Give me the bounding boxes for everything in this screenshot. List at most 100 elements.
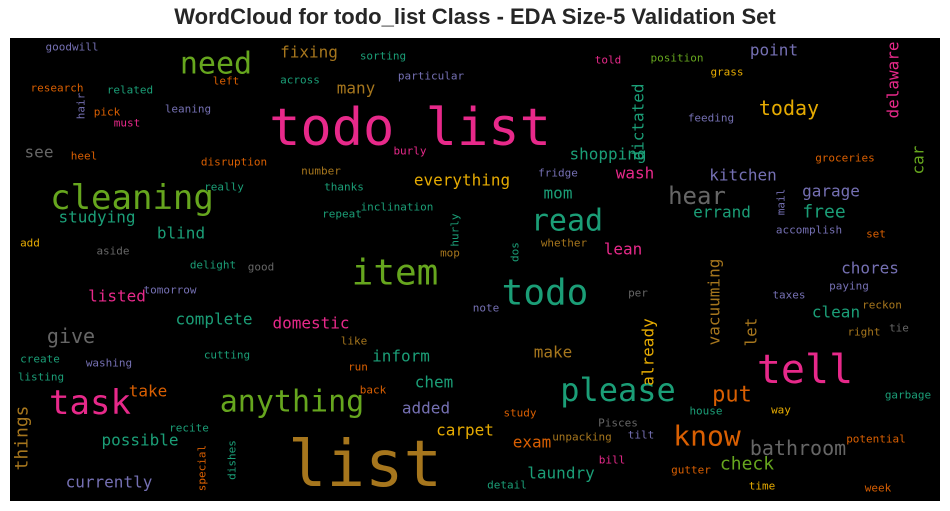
word-laundry: laundry: [527, 464, 595, 483]
word-potential: potential: [846, 433, 906, 446]
word-everything: everything: [414, 171, 510, 190]
word-feeding: feeding: [688, 112, 734, 125]
word-number: number: [301, 165, 341, 178]
word-study: study: [503, 407, 536, 420]
word-let: let: [742, 318, 761, 347]
word-add: add: [20, 237, 40, 250]
wordcloud: list todo list item todo tell cleaning task ple…: [10, 38, 940, 501]
word-task: task: [49, 383, 131, 423]
word-listed: listed: [88, 287, 146, 306]
word-special: special: [196, 445, 209, 491]
word-heel: heel: [71, 150, 98, 163]
word-groceries: groceries: [815, 152, 875, 165]
word-need: need: [180, 47, 252, 82]
word-grass: grass: [710, 66, 743, 79]
word-hurly: hurly: [449, 213, 462, 246]
word-related: related: [107, 84, 153, 97]
word-sorting: sorting: [360, 50, 406, 63]
word-hear: hear: [668, 182, 726, 210]
word-fixing: fixing: [280, 43, 338, 62]
word-shopping: shopping: [569, 145, 646, 164]
word-house: house: [689, 405, 722, 418]
word-listing: listing: [18, 371, 64, 384]
word-right: right: [847, 326, 880, 339]
word-detail: detail: [487, 479, 527, 492]
word-things: things: [12, 405, 33, 470]
word-carpet: carpet: [436, 421, 494, 440]
word-todo-list: todo list: [269, 98, 551, 158]
word-possible: possible: [101, 431, 178, 450]
word-inform: inform: [372, 347, 430, 366]
word-recite: recite: [169, 422, 209, 435]
word-time: time: [749, 480, 776, 493]
word-chores: chores: [841, 259, 899, 278]
word-check: check: [720, 454, 774, 475]
word-lean: lean: [604, 240, 643, 259]
word-must: must: [114, 117, 141, 130]
word-please: please: [560, 371, 676, 409]
word-todo: todo: [502, 273, 589, 314]
word-make: make: [534, 343, 573, 362]
word-kitchen: kitchen: [709, 166, 776, 185]
word-chem: chem: [415, 373, 454, 392]
word-aside: aside: [96, 245, 129, 258]
word-cutting: cutting: [204, 349, 250, 362]
word-bathroom: bathroom: [750, 436, 846, 460]
word-bill: bill: [599, 454, 626, 467]
word-blind: blind: [157, 224, 205, 243]
word-set: set: [866, 228, 886, 241]
word-good: good: [248, 261, 275, 274]
word-take: take: [129, 382, 168, 401]
word-thanks: thanks: [324, 181, 364, 194]
word-mom: mom: [544, 184, 573, 203]
word-mail: mail: [775, 189, 788, 216]
word-burly: burly: [393, 145, 426, 158]
word-many: many: [337, 79, 376, 98]
word-create: create: [20, 353, 60, 366]
word-complete: complete: [175, 310, 252, 329]
word-errand: errand: [693, 203, 751, 222]
word-note: note: [473, 302, 500, 315]
word-today: today: [759, 96, 819, 120]
word-mop: mop: [440, 247, 460, 260]
word-gutter: gutter: [671, 464, 711, 477]
word-leaning: leaning: [165, 103, 211, 116]
wordcloud-background: [10, 38, 940, 501]
word-list: list: [288, 428, 442, 501]
word-tie: tie: [889, 322, 909, 335]
word-free: free: [802, 202, 845, 223]
word-repeat: repeat: [322, 208, 362, 221]
word-hair: hair: [75, 92, 88, 119]
wordcloud-area: list todo list item todo tell cleaning task ple…: [10, 38, 940, 501]
word-washing: washing: [86, 357, 132, 370]
word-really: really: [204, 181, 244, 194]
word-goodwill: goodwill: [46, 41, 99, 54]
word-give: give: [47, 324, 95, 348]
word-whether: whether: [541, 237, 588, 250]
word-item: item: [352, 253, 439, 294]
word-dictated: dictated: [629, 83, 648, 160]
word-cleaning: cleaning: [50, 178, 214, 218]
word-currently: currently: [66, 473, 153, 492]
word-garage: garage: [802, 182, 860, 201]
word-pick: pick: [94, 106, 121, 119]
word-already: already: [639, 318, 658, 386]
word-left: left: [213, 75, 240, 88]
word-studying: studying: [58, 208, 135, 227]
word-inclination: inclination: [361, 201, 434, 214]
word-clean: clean: [812, 303, 860, 322]
word-like: like: [341, 335, 368, 348]
word-week: week: [865, 482, 892, 495]
word-accomplish: accomplish: [776, 224, 842, 237]
word-particular: particular: [398, 70, 465, 83]
word-wash: wash: [616, 164, 655, 183]
word-read: read: [531, 204, 603, 239]
word-tilt: tilt: [628, 429, 655, 442]
word-put: put: [712, 383, 752, 408]
word-delight: delight: [190, 259, 236, 272]
word-point: point: [750, 41, 798, 60]
word-car: car: [909, 145, 928, 174]
word-run: run: [348, 361, 368, 374]
word-taxes: taxes: [772, 289, 805, 302]
word-added: added: [402, 399, 450, 418]
